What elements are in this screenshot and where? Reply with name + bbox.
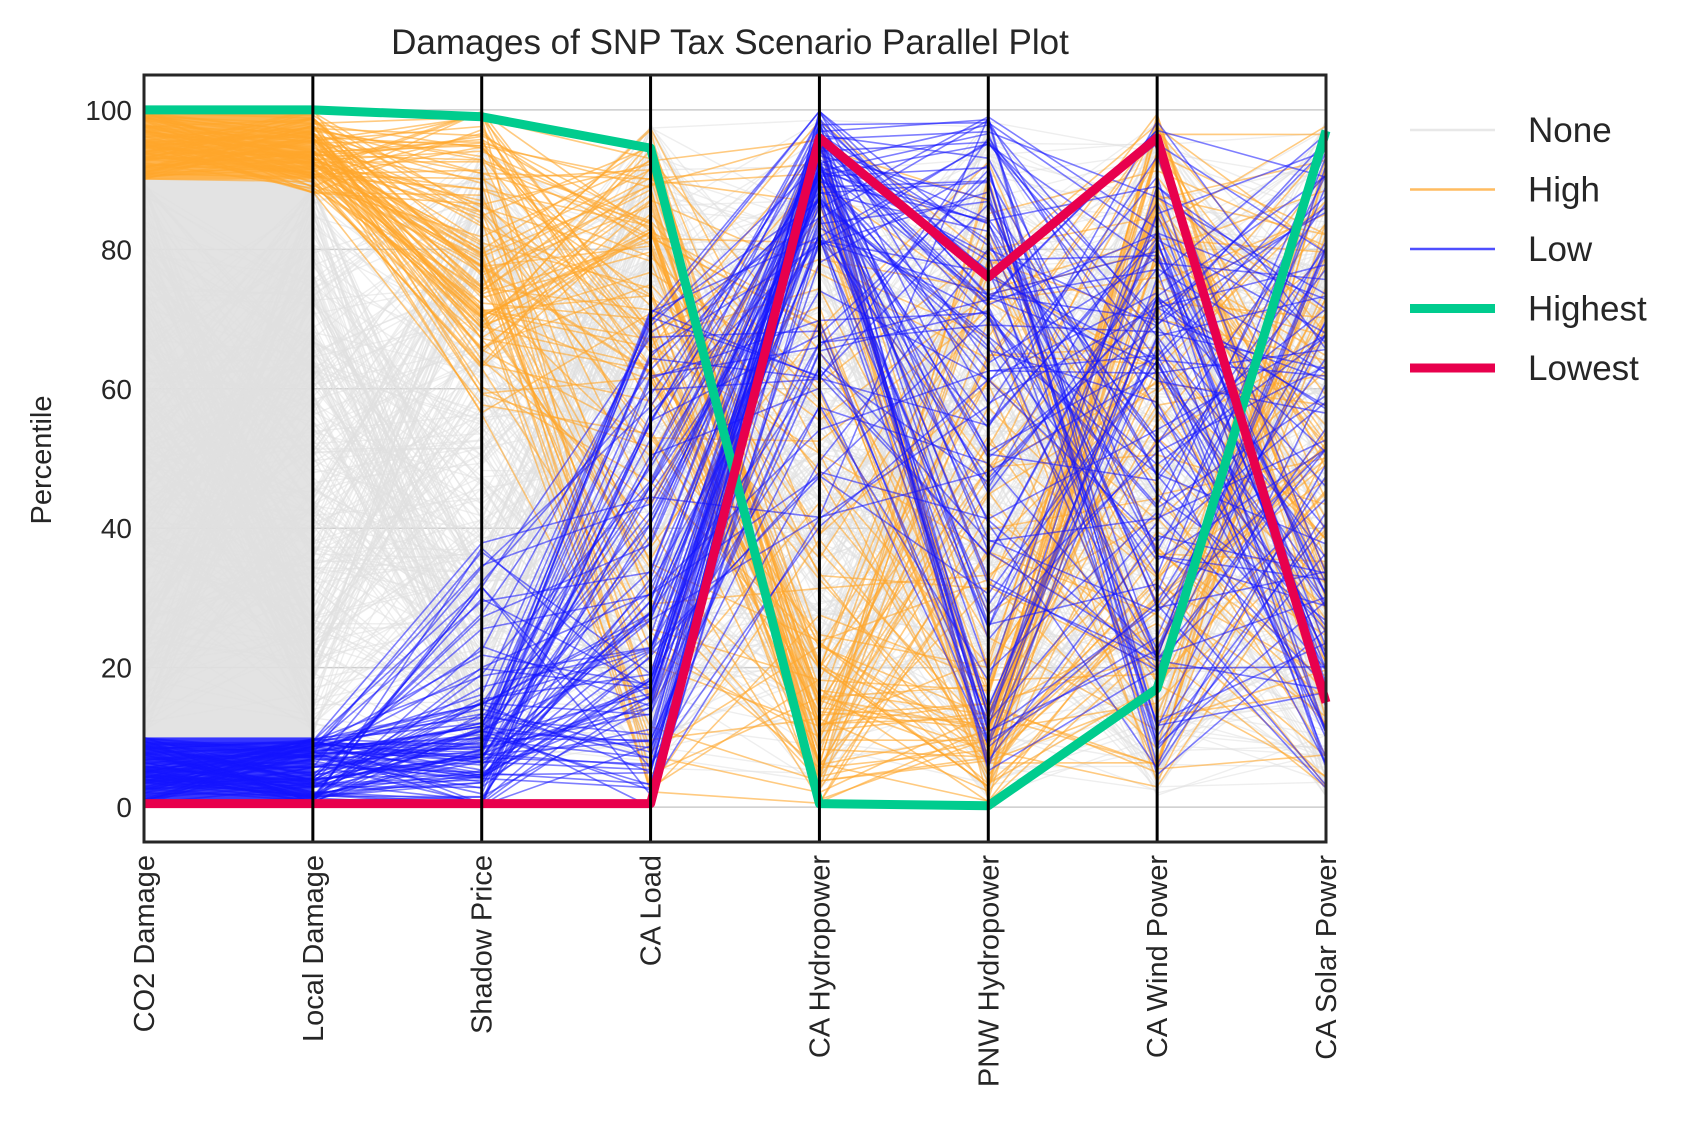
none-line — [143, 170, 1327, 716]
none-line — [143, 153, 1327, 765]
high-line — [143, 118, 1327, 732]
legend: None High Low Highest Lowest — [1410, 111, 1647, 388]
high-line — [143, 133, 1327, 756]
none-line — [143, 120, 1327, 760]
low-line — [143, 291, 1327, 776]
low-lines — [143, 110, 1327, 808]
x-axis-label: PNW Hydropower — [973, 855, 1005, 1087]
low-line — [143, 268, 1327, 762]
low-line — [143, 202, 1327, 749]
high-line — [143, 127, 1327, 757]
low-line — [143, 135, 1327, 798]
low-line — [143, 116, 1327, 796]
low-line — [143, 155, 1327, 789]
low-line — [143, 200, 1327, 779]
low-line — [143, 150, 1327, 802]
low-line — [143, 156, 1327, 782]
low-line — [143, 158, 1327, 758]
highlight-lines — [144, 105, 1331, 811]
legend-label-low: Low — [1528, 230, 1593, 269]
y-tick-label: 40 — [101, 513, 132, 544]
legend-label-lowest: Lowest — [1528, 349, 1639, 388]
low-line — [143, 312, 1327, 805]
low-line — [143, 124, 1327, 798]
plot-frame — [142, 73, 1328, 844]
high-line — [143, 161, 1327, 731]
none-line — [143, 193, 1327, 713]
none-line — [143, 199, 1327, 719]
high-line — [143, 115, 1327, 789]
series-lowest-line — [144, 133, 1331, 809]
y-tick-label: 20 — [101, 653, 132, 684]
none-line — [143, 188, 1327, 730]
none-line — [143, 122, 1327, 684]
y-tick-labels: 0 20 40 60 80 100 — [85, 95, 132, 823]
y-tick-label: 100 — [85, 95, 132, 126]
none-line — [143, 230, 1327, 717]
legend-label-highest: Highest — [1528, 290, 1647, 329]
x-axis-labels: CO2 Damage Local Damage Shadow Price CA Loa… — [129, 855, 1343, 1087]
none-line — [143, 208, 1327, 732]
legend-label-none: None — [1528, 111, 1612, 150]
low-line — [143, 370, 1327, 794]
x-axis-label: CA Load — [636, 855, 668, 966]
none-line — [143, 334, 1327, 751]
legend-label-high: High — [1528, 171, 1600, 210]
y-tick-label: 80 — [101, 234, 132, 265]
none-line — [143, 188, 1327, 773]
low-line — [143, 182, 1327, 799]
low-line — [143, 164, 1327, 790]
high-line — [143, 112, 1327, 609]
high-line — [143, 110, 1327, 604]
high-line — [143, 139, 1327, 643]
y-tick-label: 0 — [116, 792, 132, 823]
y-axis-label: Percentile — [26, 396, 58, 525]
chart-title: Damages of SNP Tax Scenario Parallel Plo… — [391, 23, 1069, 62]
high-line — [143, 146, 1327, 789]
x-axis-label: CA Solar Power — [1311, 855, 1343, 1060]
x-axis-label: Shadow Price — [467, 855, 499, 1034]
high-line — [143, 129, 1327, 788]
none-line — [143, 205, 1327, 597]
x-axis-label: CA Wind Power — [1142, 855, 1174, 1058]
x-axis-label: CA Hydropower — [804, 855, 836, 1058]
low-line — [143, 118, 1327, 805]
y-tick-label: 60 — [101, 374, 132, 405]
low-line — [143, 181, 1327, 805]
low-line — [143, 295, 1327, 755]
low-line — [143, 169, 1327, 779]
none-line — [143, 476, 1327, 697]
x-axis-label: CO2 Damage — [129, 855, 161, 1032]
x-axis-label: Local Damage — [298, 855, 330, 1042]
